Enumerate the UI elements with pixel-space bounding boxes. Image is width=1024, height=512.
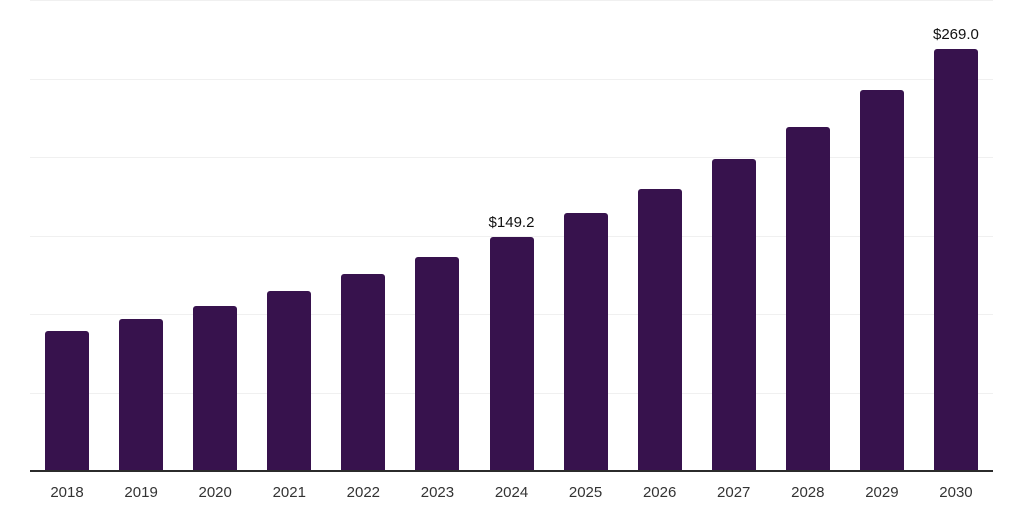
bar-2022: [341, 274, 386, 471]
x-tick-label: 2027: [717, 484, 751, 501]
bar-2023: [415, 256, 460, 471]
bar-2018: [45, 330, 90, 471]
x-tick-label: 2022: [346, 484, 381, 501]
x-tick-label: 2019: [124, 484, 158, 501]
bar-2019: [119, 319, 164, 471]
bar-2026: [637, 188, 682, 471]
gridline: [30, 0, 993, 1]
gridline: [30, 78, 993, 80]
x-tick-label: 2020: [198, 484, 232, 501]
bar-2030: [933, 48, 978, 471]
x-tick-label: 2024: [494, 484, 529, 501]
x-tick-label: 2029: [865, 484, 899, 501]
x-tick-label: 2028: [791, 484, 825, 501]
bar-2025: [563, 212, 608, 471]
x-tick-label: 2023: [420, 484, 455, 501]
bar-2021: [267, 291, 312, 471]
x-tick-label: 2026: [642, 484, 677, 501]
plot-area: $149.2 $269.0: [30, 0, 993, 472]
bar-2029: [859, 90, 904, 471]
bar-2024: [489, 236, 534, 471]
gridline: [30, 235, 993, 237]
bar-2020: [193, 306, 238, 471]
gridline: [30, 157, 993, 158]
x-tick-label: 2025: [568, 484, 603, 501]
bar-2028: [785, 126, 830, 471]
x-tick-label: 2021: [272, 484, 306, 501]
x-tick-label: 2030: [939, 484, 973, 501]
x-tick-label: 2018: [50, 484, 84, 501]
bar-value-label: $149.2: [488, 213, 535, 231]
bar-2027: [711, 158, 756, 471]
x-axis-line: [30, 470, 993, 472]
bar-value-label: $269.0: [933, 25, 979, 43]
